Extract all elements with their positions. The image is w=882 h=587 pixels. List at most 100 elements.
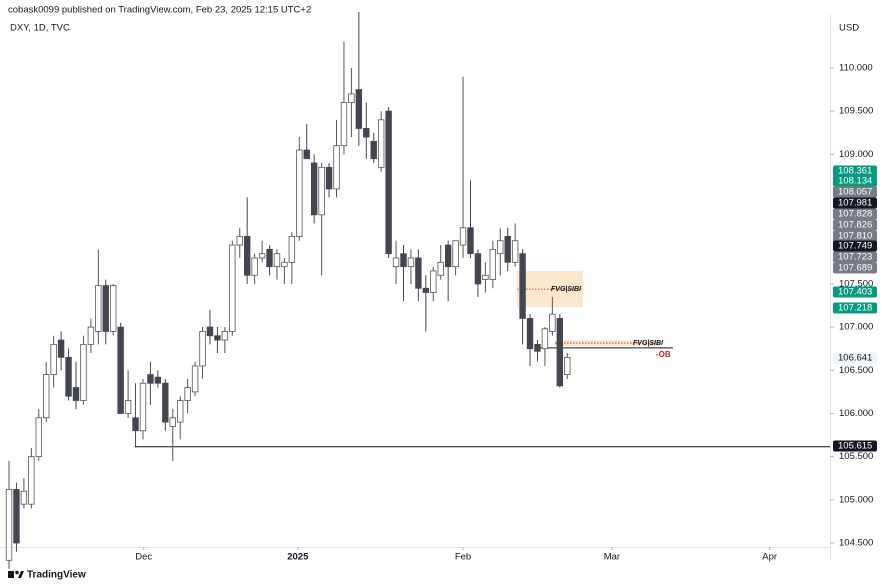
candle-body [564, 356, 571, 376]
candle-body [511, 240, 519, 263]
publisher: cobask0099 published on TradingView.com,… [8, 5, 311, 16]
candle-body [556, 318, 564, 387]
candle-body [348, 93, 355, 103]
price-label-bg [833, 251, 877, 263]
price-label-bg [833, 197, 877, 209]
candle-body [467, 227, 474, 255]
candle-body [169, 417, 176, 427]
candle-body [288, 236, 296, 263]
price-label: 107.218 [838, 303, 872, 314]
price-label-bg [833, 208, 877, 220]
candle-body [229, 244, 236, 332]
candle-body [184, 387, 191, 401]
candle-body [474, 253, 482, 285]
candle-body [392, 257, 400, 268]
price-label: 105.615 [838, 441, 872, 452]
candle-body [102, 285, 109, 332]
candle-body [489, 248, 497, 280]
candle-body [57, 339, 65, 358]
y-tick-label: 109.000 [839, 149, 873, 160]
candle-body [377, 119, 385, 168]
candle-body [266, 248, 273, 268]
candle-body [13, 489, 20, 544]
candle-body [236, 236, 243, 246]
y-tick-label: 105.000 [839, 494, 873, 505]
candle-body [452, 240, 459, 268]
fvg-label: FVG|SIBI [633, 340, 664, 347]
candle-body [87, 326, 95, 345]
price-label: 107.749 [838, 241, 872, 252]
currency: USD [839, 23, 859, 34]
candle-body [370, 140, 377, 160]
candle-body [72, 387, 80, 401]
y-tick-label: 106.000 [839, 408, 873, 419]
candle-body [199, 331, 206, 367]
x-tick-label: Mar [604, 552, 620, 563]
candle-body [497, 240, 504, 255]
brand-logo [8, 570, 24, 578]
candle-body [422, 287, 430, 293]
candle-body [177, 400, 184, 423]
candle-body [355, 89, 363, 129]
brand: TradingView [27, 570, 86, 581]
candle-body [117, 326, 124, 414]
candle-body [43, 374, 50, 419]
price-label-bg [833, 230, 877, 242]
candle-body [504, 236, 511, 263]
symbol: DXY, 1D, TVC [10, 23, 70, 34]
candle-body [95, 285, 102, 332]
candle-body [243, 236, 251, 276]
candle-body [482, 274, 489, 280]
y-tick-label: 109.500 [839, 106, 873, 117]
candle-body [400, 253, 407, 268]
candle-body [20, 490, 28, 505]
price-label-bg [833, 186, 877, 198]
price-label: 107.828 [838, 209, 872, 220]
candle-body [5, 489, 13, 561]
price-label-bg [833, 165, 877, 177]
y-tick-label: 110.000 [839, 62, 873, 73]
candle-body [147, 374, 154, 384]
candle-body [541, 328, 549, 350]
candle-body [206, 326, 214, 337]
price-label-bg [833, 440, 877, 452]
price-label: 107.826 [838, 220, 872, 231]
price-label: 107.723 [838, 252, 872, 263]
price-label: 108.134 [838, 176, 872, 187]
candle-body [340, 102, 348, 147]
price-label-bg [833, 286, 877, 298]
candle-body [124, 400, 132, 414]
candle-body [132, 417, 139, 432]
candle-body [221, 331, 229, 341]
price-label: 107.810 [838, 231, 872, 242]
candle-body [407, 257, 415, 268]
candle-body [325, 166, 333, 190]
candle-body [251, 257, 258, 276]
y-tick-label: 104.500 [839, 538, 873, 549]
candle-body [444, 244, 452, 268]
candle-body [50, 343, 57, 376]
candle-body [258, 253, 266, 259]
candle-body [526, 318, 534, 350]
x-tick-label: Dec [135, 552, 152, 563]
price-label: 107.981 [838, 198, 872, 209]
candle-body [549, 313, 556, 332]
candle-body [415, 257, 422, 289]
y-tick-label: 106.500 [839, 365, 873, 376]
ob-label: -OB [656, 350, 671, 359]
price-label: 107.689 [838, 263, 872, 274]
candle-body [363, 128, 370, 138]
x-tick-label: 2025 [287, 552, 309, 563]
candle-body [534, 343, 541, 352]
candle-body [318, 166, 325, 216]
candle-body [437, 261, 444, 276]
candle-body [519, 253, 526, 319]
price-label-bg [833, 175, 877, 187]
price-label-bg [833, 262, 877, 274]
candle-body [28, 456, 35, 505]
price-label: 107.403 [838, 287, 872, 298]
y-tick-label: 107.000 [839, 322, 873, 333]
candle-body [273, 253, 281, 268]
price-label-bg [833, 302, 877, 314]
